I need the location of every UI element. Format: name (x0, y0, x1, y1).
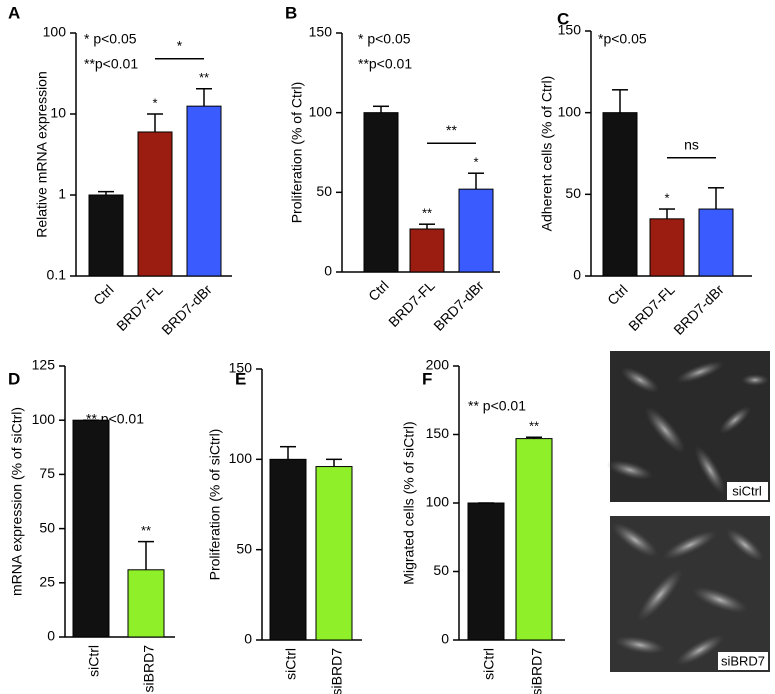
y-tick-label: 50 (39, 519, 55, 535)
x-tick-label: siBRD7 (329, 648, 345, 694)
y-tick-label: 0 (324, 263, 332, 279)
y-tick-label: 0 (573, 267, 581, 283)
significance-mark: ** (199, 70, 209, 85)
y-tick-label: 10 (50, 105, 66, 121)
bar (467, 502, 505, 641)
y-tick-label: 150 (309, 24, 333, 40)
bar (458, 188, 494, 273)
y-tick-label: 75 (39, 465, 55, 481)
y-axis-label: Migrated cells (% of siCtrl) (401, 421, 417, 584)
y-tick-label: 125 (32, 357, 56, 373)
y-tick-label: 50 (433, 562, 449, 578)
significance-mark: * (664, 190, 669, 205)
x-tick-label: siBRD7 (529, 648, 545, 694)
annotation: **p<0.01 (84, 56, 138, 72)
bar (515, 438, 553, 641)
panel-label: B (285, 3, 297, 22)
bar (137, 131, 173, 277)
bar (698, 208, 734, 277)
significance-mark: ** (529, 419, 539, 434)
x-tick-label: BRD7-dBr (670, 281, 727, 338)
annotation: * p<0.05 (84, 31, 137, 47)
annotation: **p<0.01 (358, 56, 412, 72)
image-label: siCtrl (732, 483, 762, 498)
panel-label: D (8, 369, 20, 388)
y-tick-label: 100 (309, 103, 333, 119)
bar (72, 419, 110, 638)
significance-mark: * (473, 155, 478, 170)
bar (409, 228, 445, 273)
y-tick-label: 100 (558, 103, 582, 119)
bar (186, 105, 222, 277)
y-axis-label: Proliferation (% of Ctrl) (289, 82, 305, 224)
y-tick-label: 50 (236, 540, 252, 556)
y-axis-label: mRNA expression (% of siCtrl) (9, 407, 25, 596)
panel-label: F (422, 369, 432, 388)
image-label: siBRD7 (721, 653, 765, 668)
panel-label: A (8, 3, 20, 22)
x-tick-label: Ctrl (90, 281, 117, 308)
bar (88, 194, 124, 277)
x-tick-label: BRD7-dBr (158, 281, 215, 338)
y-tick-label: 150 (229, 360, 253, 376)
chart: C 0 50 100 150 Adherent cells (% of Ctrl) *p<0… (539, 9, 752, 338)
y-tick-label: 100 (426, 494, 450, 510)
y-axis-label: Relative mRNA expression (34, 71, 50, 238)
x-tick-label: Ctrl (604, 281, 631, 308)
y-tick-label: 150 (426, 425, 450, 441)
bar (315, 466, 353, 641)
annotation: ** p<0.01 (468, 398, 526, 414)
bracket-label: * (177, 37, 183, 53)
bar (269, 458, 307, 641)
y-tick-label: 150 (558, 22, 582, 38)
annotation: *p<0.05 (598, 31, 647, 47)
y-tick-label: 0 (441, 631, 449, 647)
y-tick-label: 100 (32, 411, 56, 427)
y-tick-label: 0 (47, 628, 55, 644)
bracket-label: ns (684, 137, 699, 153)
bar (649, 218, 685, 277)
chart: E 0 50 100 150 Proliferation (% of siCtrl) siC… (207, 360, 362, 694)
panel-label: E (235, 369, 246, 388)
x-tick-label: siCtrl (481, 648, 497, 680)
micrograph: siBRD7 (610, 516, 770, 672)
chart: A 0.1 1 10 100 Relative mRNA expression * p<0.… (8, 3, 232, 338)
y-tick-label: 50 (316, 183, 332, 199)
y-tick-label: 100 (43, 24, 67, 40)
x-tick-label: siCtrl (86, 645, 102, 677)
x-tick-label: siCtrl (283, 648, 299, 680)
bar (127, 569, 165, 638)
significance-mark: ** (141, 523, 151, 538)
y-tick-label: 0.1 (47, 267, 67, 283)
y-axis-label: Proliferation (% of siCtrl) (207, 429, 223, 581)
bar (363, 112, 399, 273)
x-tick-label: Ctrl (365, 277, 392, 304)
bracket-label: ** (446, 122, 457, 138)
significance-mark: ** (422, 206, 432, 221)
y-tick-label: 100 (229, 450, 253, 466)
panel-label: C (557, 9, 569, 28)
chart: F 0 50 100 150 200 Migrated cells (% of siCtrl… (401, 357, 565, 694)
y-tick-label: 25 (39, 574, 55, 590)
micrograph: siCtrl (606, 351, 770, 502)
y-tick-label: 50 (565, 185, 581, 201)
x-tick-label: BRD7-dBr (430, 277, 487, 334)
y-axis-label: Adherent cells (% of Ctrl) (539, 76, 555, 232)
chart: B 0 50 100 150 Proliferation (% of Ctrl) * p<0… (285, 3, 500, 334)
annotation: * p<0.05 (358, 31, 411, 47)
x-tick-label: siBRD7 (141, 645, 157, 693)
bar (602, 112, 638, 277)
y-tick-label: 200 (426, 357, 450, 373)
y-tick-label: 1 (58, 186, 66, 202)
significance-mark: * (152, 95, 157, 110)
y-tick-label: 0 (244, 631, 252, 647)
chart: D 0 25 50 75 100 125 mRNA expression (% of siCt… (8, 357, 175, 693)
